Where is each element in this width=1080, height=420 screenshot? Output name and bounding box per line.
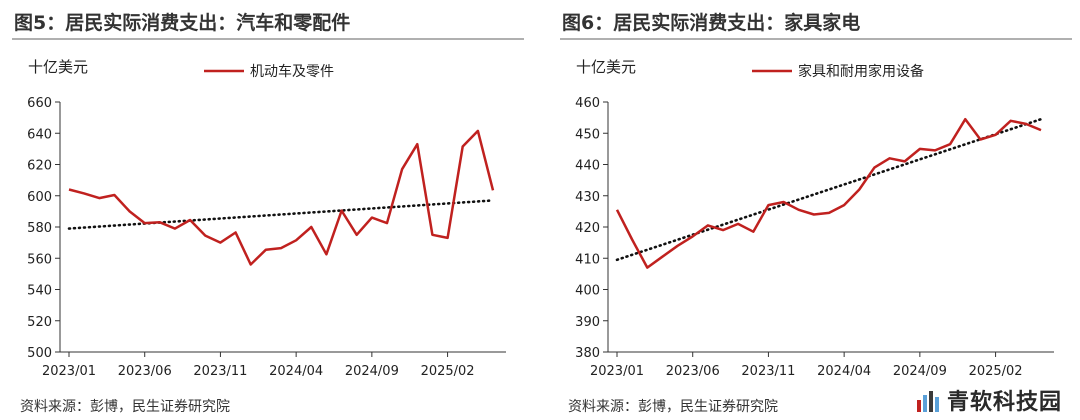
source-note: 资料来源：彭博，民生证券研究院 [20,399,230,415]
series-line [615,117,1042,269]
x-tick-label: 2023/01 [590,364,644,379]
x-tick-label: 2023/11 [741,364,795,379]
title-divider [12,38,524,40]
y-tick-label: 460 [575,96,600,111]
x-tick-label: 2024/09 [345,364,399,379]
legend-label: 家具和耐用家用设备 [798,63,924,80]
legend: 机动车及零件 [204,63,334,80]
y-tick-label: 660 [27,96,52,111]
y-tick-label: 440 [575,159,600,174]
watermark-logo-icon [916,391,939,412]
x-tick-label: 2023/11 [193,364,247,379]
x-tick-label: 2024/09 [893,364,947,379]
source-note: 资料来源：彭博，民生证券研究院 [568,399,778,415]
y-tick-label: 560 [27,252,52,267]
line-chart-auto-parts: 十亿美元 机动车及零件 500 520 540 560 580 600 620 640 660 202… [27,58,506,379]
x-tick-label: 2023/06 [118,364,172,379]
y-tick-label: 600 [27,190,52,205]
series-line [68,129,495,266]
y-tick-label: 580 [27,221,52,236]
trend-line [615,117,1043,262]
x-tick-label: 2024/04 [817,364,871,379]
y-tick-label: 380 [575,346,600,361]
y-tick-label: 450 [575,127,600,142]
x-tick-label: 2025/02 [421,364,475,379]
x-tick-label: 2024/04 [269,364,323,379]
y-tick-label: 430 [575,190,600,205]
line-chart-furniture: 十亿美元 家具和耐用家用设备 380 390 400 410 420 430 440 450 460… [575,58,1054,379]
watermark-text: 青软科技园 [946,390,1062,415]
y-tick-label: 390 [575,315,600,330]
legend: 家具和耐用家用设备 [752,63,924,80]
chart-panel-furniture: 图6：居民实际消费支出：家具家电 十亿美元 家具和耐用家用设备 380 390 400 4… [556,0,1076,420]
y-tick-label: 540 [27,284,52,299]
x-tick-label: 2023/06 [666,364,720,379]
legend-label: 机动车及零件 [250,63,334,80]
chart-title: 图6：居民实际消费支出：家具家电 [562,12,861,34]
y-tick-label: 420 [575,221,600,236]
chart-title: 图5：居民实际消费支出：汽车和零配件 [14,12,351,34]
y-tick-label: 400 [575,284,600,299]
chart-panel-auto-parts: 图5：居民实际消费支出：汽车和零配件 十亿美元 机动车及零件 500 520 540 56… [8,0,528,420]
y-tick-label: 410 [575,252,600,267]
y-tick-label: 620 [27,159,52,174]
watermark: 青软科技园 [910,384,1066,416]
y-axis-unit-label: 十亿美元 [28,58,88,76]
y-tick-label: 500 [27,346,52,361]
trend-line [67,199,495,230]
x-tick-label: 2025/02 [969,364,1023,379]
y-axis-unit-label: 十亿美元 [576,58,636,76]
x-tick-label: 2023/01 [42,364,96,379]
y-tick-label: 640 [27,127,52,142]
title-divider [560,38,1072,40]
y-tick-label: 520 [27,315,52,330]
